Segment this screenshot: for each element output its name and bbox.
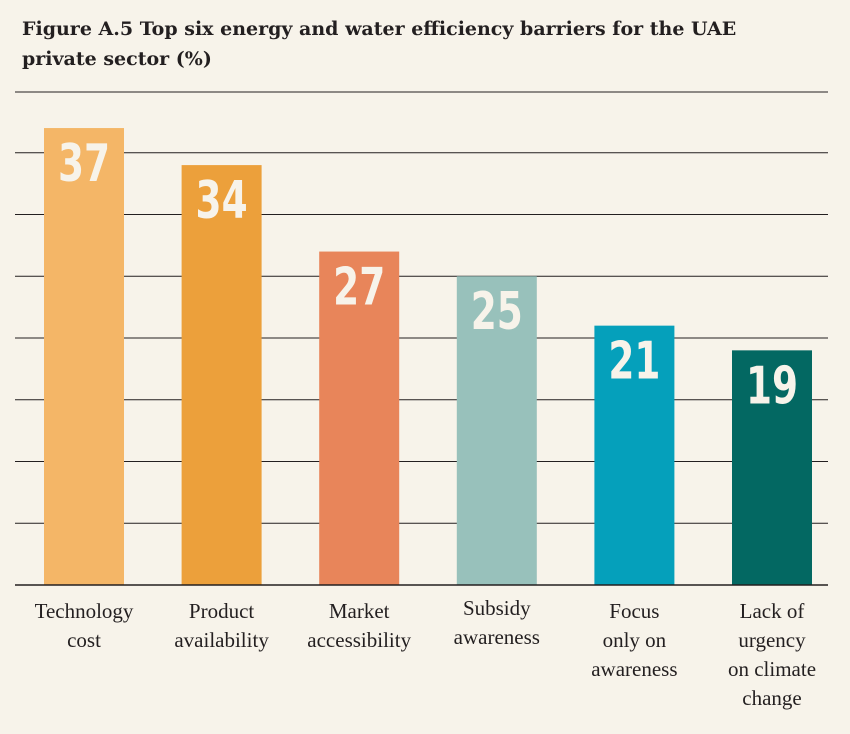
value-labels: 37 34 27 25 21 19: [58, 133, 798, 416]
bar-value-label: 34: [196, 170, 248, 231]
bar-value-label: 25: [471, 281, 523, 342]
bar-value-label: 19: [746, 355, 798, 416]
category-label: Focus only on awareness: [591, 599, 678, 681]
category-label: Technology cost: [34, 599, 134, 652]
gridlines: [15, 91, 828, 524]
bar: [44, 128, 124, 586]
bar: [181, 165, 262, 585]
bar-value-label: 27: [333, 256, 385, 317]
bar: [456, 276, 537, 585]
category-label: Lack of urgency on climate change: [727, 599, 817, 710]
category-label: Product availability: [174, 599, 269, 652]
bar-value-label: 21: [608, 330, 660, 391]
category-label: Subsidy awareness: [453, 596, 540, 649]
bar: [732, 350, 812, 585]
bar: [594, 325, 675, 585]
category-label: Market accessibility: [307, 599, 412, 652]
bar: [319, 251, 400, 586]
bars: [44, 128, 812, 586]
chart-title: Figure A.5 Top six energy and water effi…: [22, 18, 737, 70]
bar-value-label: 37: [58, 133, 110, 194]
